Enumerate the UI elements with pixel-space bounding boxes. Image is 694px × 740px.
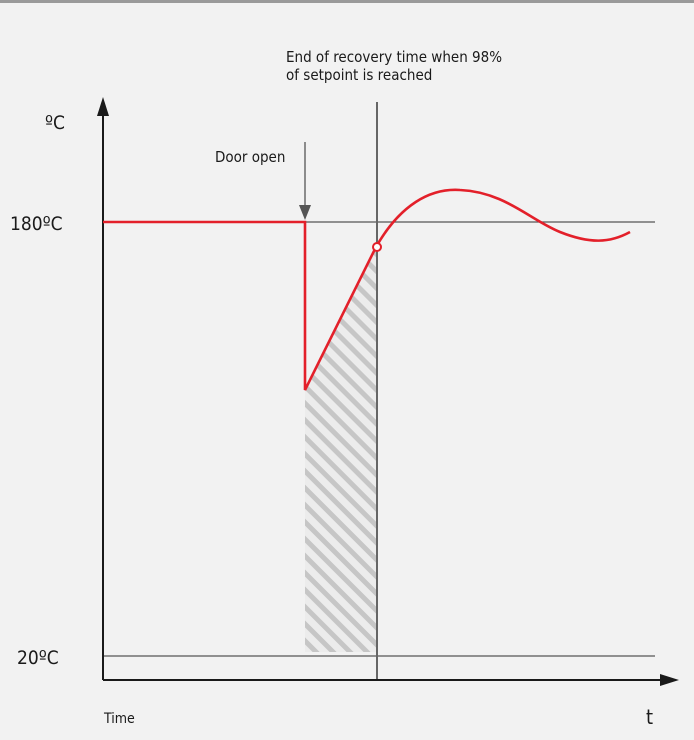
recovery-annotation-line2: of setpoint is reached xyxy=(286,66,432,84)
temperature-curve xyxy=(103,188,631,391)
door-open-arrow-icon xyxy=(299,205,311,220)
x-axis-caption: Time xyxy=(103,711,135,727)
top-rule xyxy=(0,0,694,3)
recovery-annotation-line1: End of recovery time when 98% xyxy=(286,48,502,66)
recovery-hatched-area xyxy=(305,247,377,652)
setpoint-label: 180ºC xyxy=(10,213,63,235)
y-axis-arrow-icon xyxy=(97,97,109,116)
recovery-point-marker xyxy=(372,242,382,252)
y-unit-label: ºC xyxy=(45,112,65,134)
door-open-label: Door open xyxy=(215,148,285,166)
x-unit-label: t xyxy=(646,705,653,729)
x-axis-arrow-icon xyxy=(660,674,679,686)
baseline-label: 20ºC xyxy=(17,647,59,669)
